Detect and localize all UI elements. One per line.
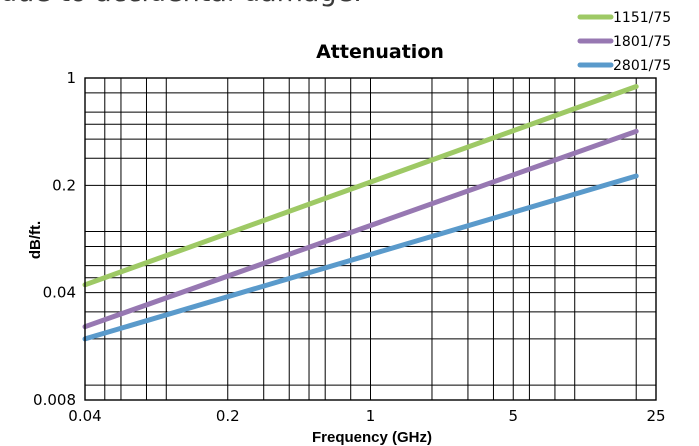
- series-line-1801-75: [82, 128, 639, 330]
- plot-frame: [84, 77, 657, 401]
- grid: [85, 78, 656, 400]
- y-axis-label: dB/ft.: [27, 221, 44, 259]
- legend-label: 1151/75: [613, 10, 671, 26]
- chart-title: Attenuation: [316, 41, 444, 63]
- legend: 1151/75 1801/75 2801/75: [577, 10, 671, 74]
- y-tick-label: 0.2: [52, 176, 76, 194]
- series-lines: [82, 84, 639, 342]
- series-line-1151-75: [82, 84, 639, 288]
- x-tick-label: 25: [646, 407, 665, 425]
- x-tick-label: 1: [366, 407, 376, 425]
- legend-label: 2801/75: [613, 58, 671, 74]
- page-intro-text: due to accidental damage.: [0, 0, 362, 8]
- legend-label: 1801/75: [613, 34, 671, 50]
- x-axis-label: Frequency (GHz): [312, 429, 432, 446]
- y-tick-label: 0.04: [43, 284, 76, 302]
- x-tick-label: 5: [508, 407, 518, 425]
- y-tick-label: 1: [66, 69, 76, 87]
- x-tick-label: 0.2: [216, 407, 240, 425]
- y-tick-label: 0.008: [33, 391, 76, 409]
- series-line-2801-75: [82, 173, 639, 342]
- x-tick-label: 0.04: [68, 407, 101, 425]
- axes: [84, 77, 657, 401]
